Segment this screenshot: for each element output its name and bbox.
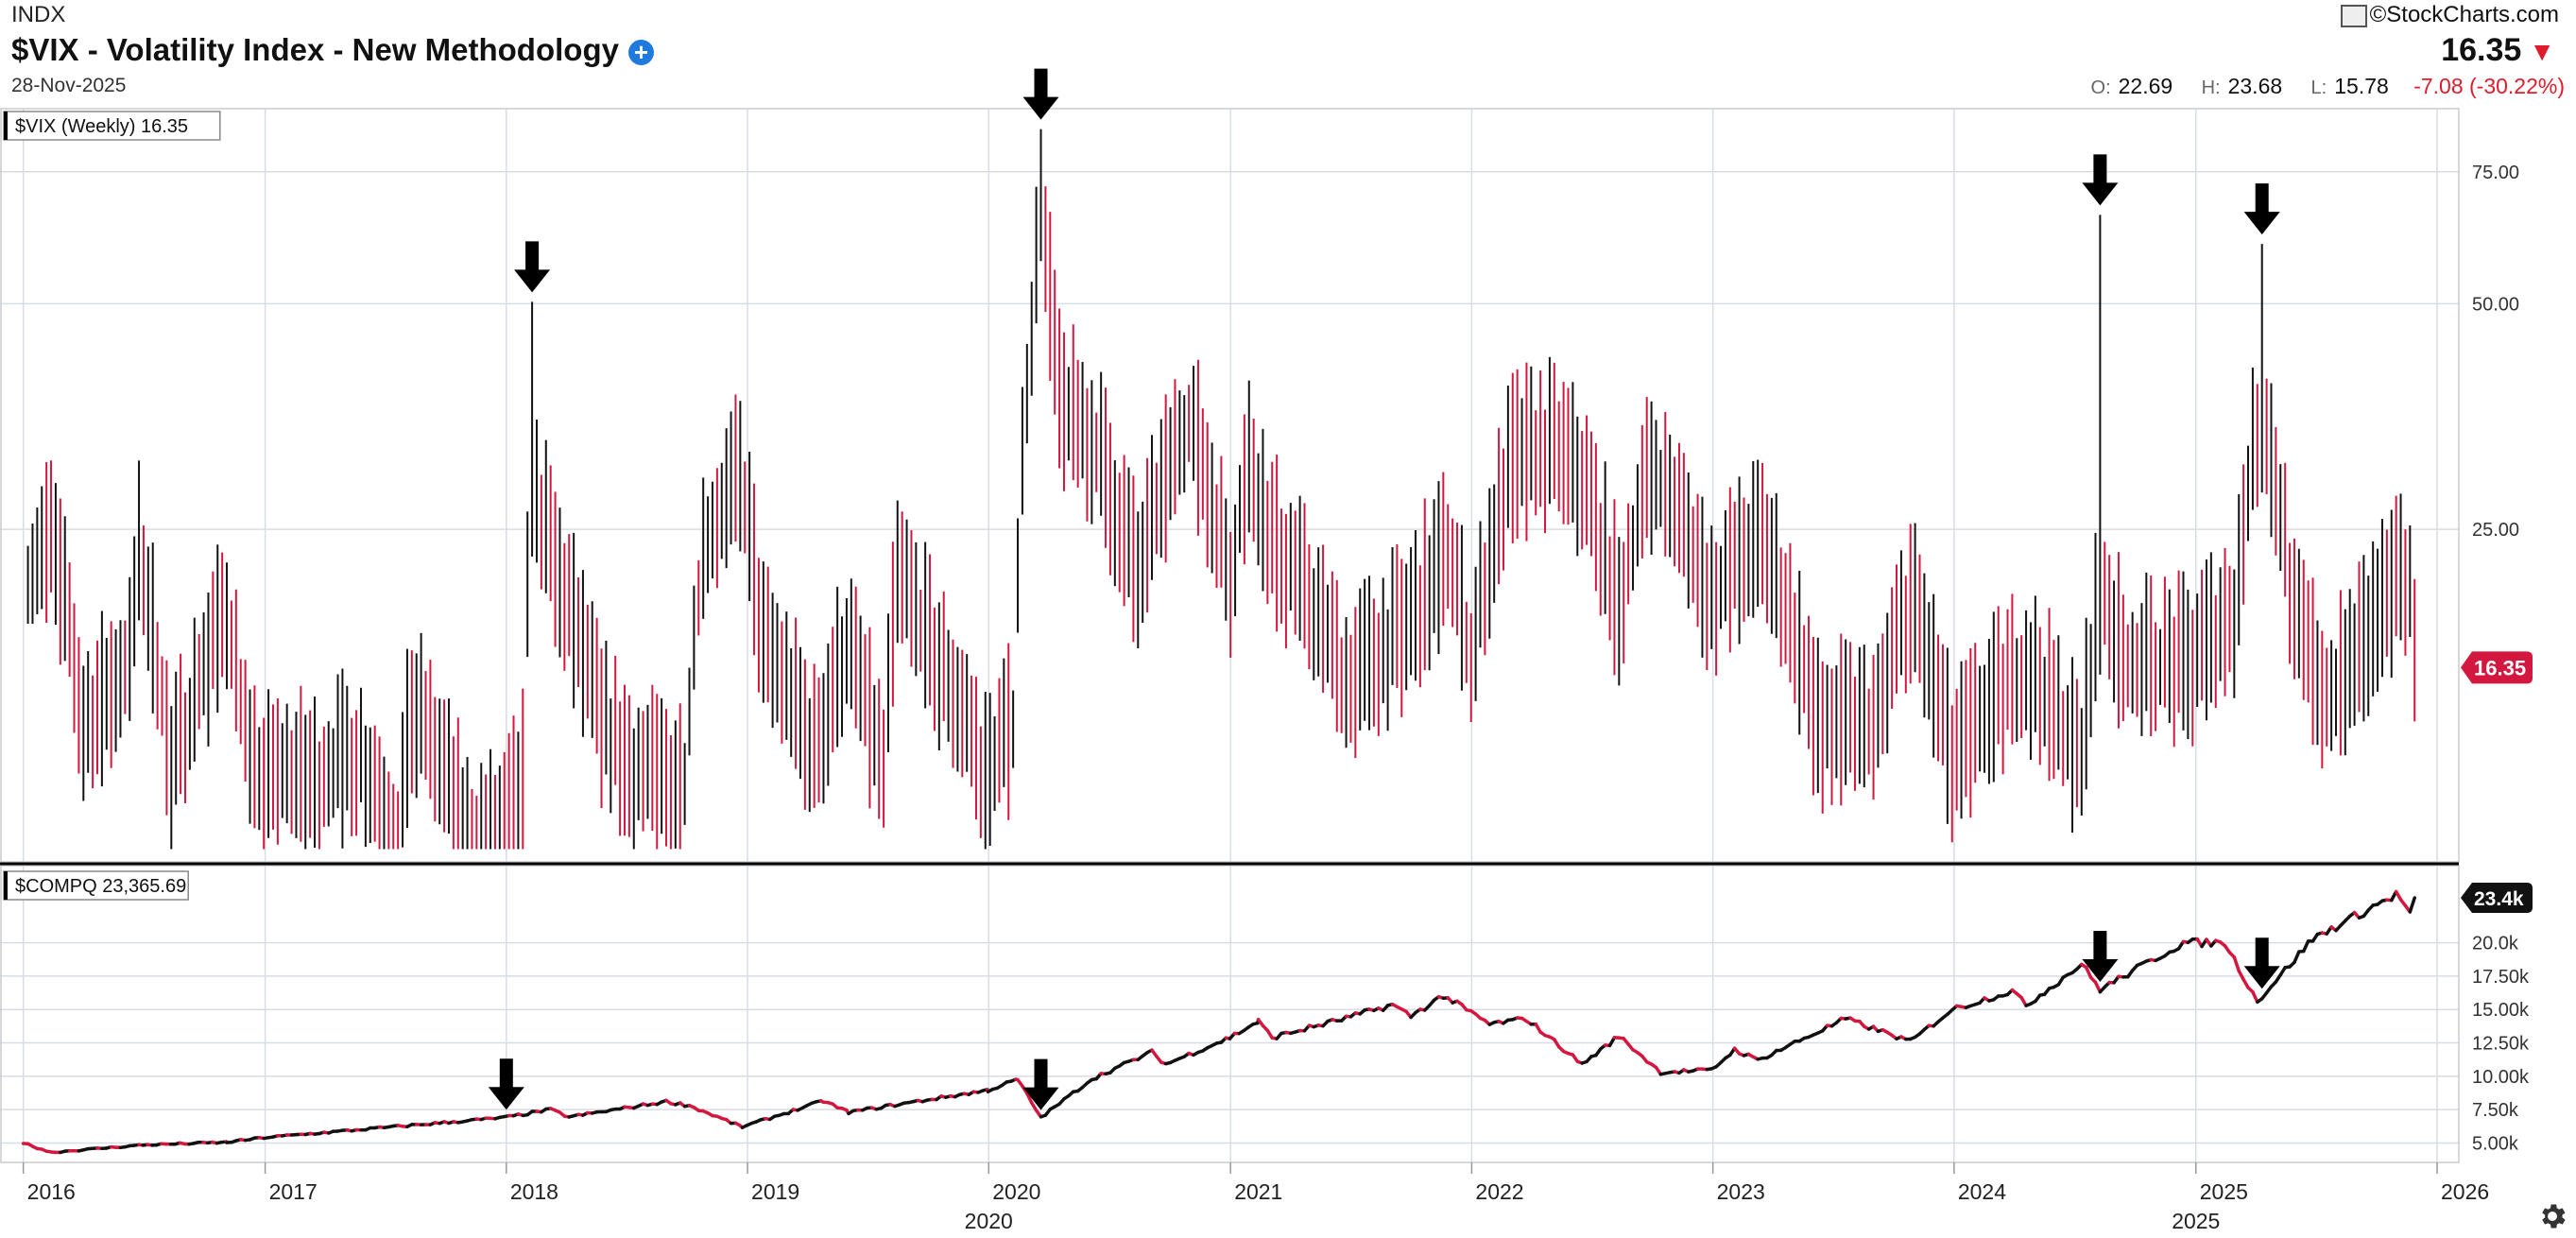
x-tick-label: 2025 bbox=[2200, 1179, 2248, 1204]
compq-panel-label-swatch bbox=[4, 871, 8, 900]
x-tick-label: 2021 bbox=[1234, 1179, 1282, 1204]
x-tick-label: 2022 bbox=[1475, 1179, 1523, 1204]
chart-date: 28-Nov-2025 bbox=[11, 75, 127, 96]
compq-panel-label: $COMPQ 23,365.69 bbox=[15, 876, 186, 897]
low-label: L: bbox=[2310, 77, 2327, 98]
open-value: 22.69 bbox=[2118, 74, 2173, 98]
x-sub-label: 2025 bbox=[2172, 1209, 2220, 1233]
compq-y-tick-label: 10.00k bbox=[2472, 1067, 2530, 1088]
ohlc-readout: O: 22.69 H: 23.68 L: 15.78 -7.08 (-30.22%) bbox=[2069, 74, 2565, 99]
compq-last-value: 23.4k bbox=[2474, 888, 2524, 910]
brand-logo-icon bbox=[2340, 4, 2367, 27]
compq-last-tag bbox=[2461, 883, 2533, 914]
annotation-arrows bbox=[488, 68, 2280, 1110]
down-arrow-icon bbox=[514, 241, 551, 293]
x-tick-label: 2017 bbox=[269, 1179, 318, 1204]
down-triangle-icon: ▼ bbox=[2529, 37, 2555, 66]
change-value: -7.08 (-30.22%) bbox=[2413, 74, 2565, 98]
compq-segment bbox=[2093, 980, 2103, 994]
x-tick-label: 2019 bbox=[751, 1179, 799, 1204]
compq-segment bbox=[2251, 989, 2259, 1005]
open-label: O: bbox=[2090, 77, 2111, 98]
x-tick-label: 2026 bbox=[2441, 1179, 2489, 1204]
symbol-title: $VIX - Volatility Index - New Methodolog… bbox=[11, 32, 619, 67]
compq-line bbox=[21, 889, 2416, 1155]
compq-y-tick-label: 12.50k bbox=[2472, 1034, 2530, 1055]
vix-panel-label-swatch bbox=[4, 112, 8, 140]
page-title: $VIX - Volatility Index - New Methodolog… bbox=[11, 32, 654, 68]
vix-panel-label: $VIX (Weekly) 16.35 bbox=[15, 116, 188, 137]
vix-last-value: 16.35 bbox=[2474, 656, 2526, 679]
vix-y-tick-label: 75.00 bbox=[2472, 163, 2519, 183]
exchange-label: INDX bbox=[11, 2, 66, 27]
down-arrow-icon bbox=[2082, 931, 2119, 983]
compq-segment bbox=[2408, 896, 2416, 914]
last-price: 16.35 ▼ bbox=[2441, 32, 2555, 69]
vix-y-tick-label: 50.00 bbox=[2472, 294, 2519, 315]
compq-y-tick-label: 7.50k bbox=[2472, 1100, 2519, 1121]
compq-segment bbox=[2293, 950, 2301, 965]
vix-last-tag bbox=[2461, 651, 2533, 684]
down-arrow-icon bbox=[2082, 154, 2119, 206]
down-arrow-icon bbox=[488, 1058, 524, 1110]
vix-panel-border bbox=[0, 108, 2460, 863]
compq-panel-label-box bbox=[3, 870, 189, 901]
x-tick-label: 2018 bbox=[510, 1179, 558, 1204]
compq-y-tick-label: 20.0k bbox=[2472, 934, 2519, 954]
plus-circle-icon[interactable]: + bbox=[627, 39, 654, 65]
compq-y-tick-label: 5.00k bbox=[2472, 1133, 2519, 1154]
high-label: H: bbox=[2201, 77, 2221, 98]
compq-segment bbox=[2084, 965, 2093, 980]
down-arrow-icon bbox=[1022, 1058, 1059, 1110]
x-tick-label: 2016 bbox=[27, 1179, 76, 1204]
x-tick-label: 2023 bbox=[1717, 1179, 1765, 1204]
compq-y-tick-label: 15.00k bbox=[2472, 1000, 2530, 1021]
compq-y-tick-label: 17.50k bbox=[2472, 967, 2530, 988]
compq-segment bbox=[2302, 939, 2310, 954]
compq-segment bbox=[2232, 955, 2241, 973]
vix-y-tick-label: 25.00 bbox=[2472, 520, 2519, 541]
low-value: 15.78 bbox=[2334, 74, 2389, 98]
x-tick-label: 2020 bbox=[992, 1179, 1040, 1204]
down-arrow-icon bbox=[2243, 183, 2280, 235]
vix-panel-label-box bbox=[3, 111, 221, 141]
x-tick-label: 2024 bbox=[1958, 1179, 2006, 1204]
brand-logo[interactable]: ©StockCharts.com bbox=[2340, 2, 2559, 28]
vix-bars bbox=[26, 129, 2416, 850]
axes: $VIX (Weekly) 16.35 $COMPQ 23,365.69 25.00… bbox=[3, 111, 2533, 1233]
last-price-value: 16.35 bbox=[2441, 32, 2522, 68]
gear-icon[interactable] bbox=[2536, 1200, 2568, 1232]
x-sub-label: 2020 bbox=[965, 1209, 1013, 1233]
brand-name: ©StockCharts.com bbox=[2369, 2, 2559, 27]
grid-lines bbox=[0, 109, 2459, 1162]
down-arrow-icon bbox=[2243, 937, 2280, 989]
high-value: 23.68 bbox=[2227, 74, 2283, 98]
compq-segment bbox=[1025, 1092, 1034, 1105]
down-arrow-icon bbox=[1022, 68, 1059, 120]
